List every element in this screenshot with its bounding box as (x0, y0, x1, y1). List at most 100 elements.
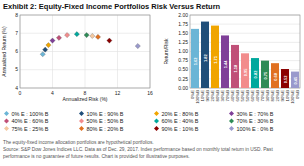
legend-label: 40% E : 60% B (12, 118, 49, 124)
tick-label: 8 (15, 12, 18, 18)
legend-label: 80% E : 20% B (87, 126, 124, 132)
grid-line (20, 33, 150, 34)
legend-label: 30% E : 70% B (237, 111, 274, 117)
tick-label: 8 (84, 90, 87, 96)
scatter-point (50, 38, 55, 43)
tick-label: 7 (15, 30, 18, 36)
bar (251, 58, 259, 88)
legend-swatch (154, 119, 159, 124)
y-axis-label: Return/Risk (163, 38, 169, 65)
tick-label: 0.25 (178, 76, 188, 82)
plot-frame (190, 15, 300, 88)
category-label: 80%E20%B (270, 90, 280, 102)
data-label: 0.95 (243, 68, 248, 77)
legend-swatch (4, 119, 9, 124)
scatter-point (95, 34, 100, 39)
legend-label: 20% E : 80% B (162, 111, 199, 117)
data-label: 0.68 (273, 72, 278, 81)
category-label: 60%E40%B (250, 90, 260, 102)
bar (291, 72, 299, 88)
legend-swatch (4, 126, 9, 131)
tick-label: 1.50 (178, 30, 188, 36)
tick-label: 0.50 (178, 66, 188, 72)
scatter-point (135, 43, 140, 48)
bars (191, 22, 299, 88)
bar (241, 53, 249, 88)
tick-label: 1.75 (178, 21, 188, 27)
tick-label: 1.25 (178, 39, 188, 45)
tick-label: 4 (15, 85, 18, 91)
scatter-point (43, 47, 48, 52)
legend-label: 10% E : 90% B (87, 111, 124, 117)
points (40, 32, 140, 57)
scatter-point (74, 32, 79, 37)
tick-label: 0 (19, 90, 22, 96)
tick-label: 6 (15, 48, 18, 54)
category-label: 70%E30%B (260, 90, 270, 102)
legend-swatch (79, 119, 84, 124)
data-label: 0.75 (263, 71, 268, 80)
scatter-axes: 048121645678Annualized Risk (%)Annualize… (1, 12, 153, 102)
title: Exhibit 2: Equity-Fixed Income Portfolio… (3, 2, 221, 11)
bar (231, 45, 239, 88)
data-label: 1.18 (233, 64, 238, 73)
legend-label: 100% E : 0% B (237, 126, 274, 132)
tick-label: 2.00 (178, 12, 188, 18)
data-label: 1.82 (203, 53, 208, 62)
grid-line (20, 51, 150, 52)
bar (191, 29, 199, 88)
scatter-point (90, 33, 95, 38)
bar (281, 69, 289, 88)
category-label: 100%E0%B (290, 90, 300, 104)
legend-swatch (154, 111, 159, 116)
legend: 0% E : 100% B 10% E : 90% B 20% E : 80% B 3… (4, 111, 274, 132)
legend-swatch (4, 111, 9, 116)
legend-swatch (229, 126, 234, 131)
bar (201, 22, 209, 88)
category-label: 50%E50%B (240, 90, 250, 102)
scatter-point (84, 32, 89, 37)
category-label-line: 0%B (295, 90, 300, 99)
data-label: 0.52 (283, 75, 288, 84)
plot-frame (20, 15, 150, 88)
category-label: 20%E80%B (210, 90, 220, 102)
bar (221, 35, 229, 88)
legend-label: 60% E : 40% B (162, 118, 199, 124)
tick-label: 12 (115, 90, 121, 96)
legend-swatch (79, 126, 84, 131)
legend-swatch (154, 126, 159, 131)
bar (261, 61, 269, 88)
category-label: 90%E10%B (280, 90, 290, 102)
scatter-point (65, 32, 70, 37)
bar (211, 26, 219, 88)
category-label: 0%E100%B (190, 90, 200, 104)
data-label: 1.71 (213, 55, 218, 64)
category-label: 10%E90%B (200, 90, 210, 102)
footnote: performance is no guarantee of future re… (3, 154, 190, 159)
data-label: 1.62 (193, 57, 198, 66)
bar (271, 63, 279, 88)
data-labels: 1.621.821.711.441.180.950.820.750.680.52… (193, 53, 298, 84)
legend-label: 75% E : 25% B (12, 126, 49, 132)
footnote: Source: S&P Dow Jones Indices LLC. Data … (3, 147, 273, 152)
scatter-point (46, 43, 51, 48)
footnote: The equity-fixed income allocation portf… (3, 140, 154, 145)
tick-label: 0.00 (178, 85, 188, 91)
legend-label: 90% E : 10% B (162, 126, 199, 132)
tick-label: 0.75 (178, 57, 188, 63)
legend-swatch (229, 119, 234, 124)
category-label: 30%E70%B (220, 90, 230, 102)
x-axis-label: Annualized Risk (%) (62, 96, 107, 102)
y-axis-label: Annualized Return (%) (1, 26, 7, 77)
tick-label: 1.00 (178, 48, 188, 54)
legend-swatch (79, 111, 84, 116)
data-label: 1.44 (223, 60, 228, 69)
tick-label: 16 (147, 90, 153, 96)
scatter-point (107, 38, 112, 43)
legend-swatch (229, 111, 234, 116)
bar-axes: 0.00 0.25 0.50 0.75 1.00 1.25 1.50 1.75 2.00 Retu… (163, 12, 300, 104)
legend-label: 0% E : 100% B (12, 111, 49, 117)
tick-label: 5 (15, 66, 18, 72)
legend-label: 70% E : 30% B (237, 118, 274, 124)
grid-line (20, 69, 150, 70)
